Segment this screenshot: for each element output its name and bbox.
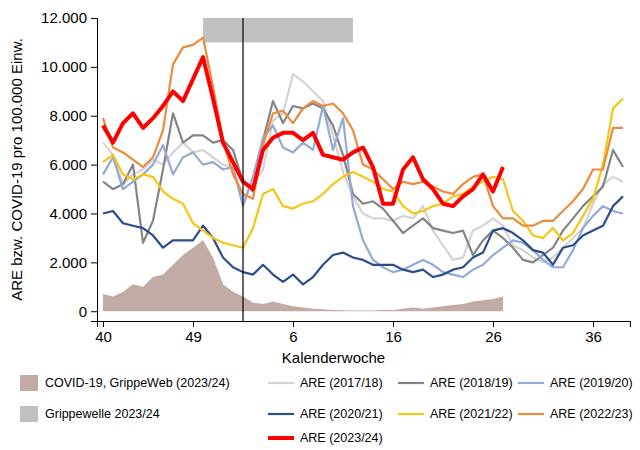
tick-label: 16 bbox=[385, 328, 402, 345]
legend-label: COVID-19, GrippeWeb (2023/24) bbox=[45, 376, 230, 390]
tick-mark bbox=[593, 321, 594, 327]
band bbox=[203, 18, 353, 42]
area bbox=[103, 240, 503, 311]
legend-item: ARE (2018/19) bbox=[398, 376, 513, 390]
legend-label: ARE (2022/23) bbox=[550, 407, 633, 421]
legend-item: ARE (2023/24) bbox=[268, 431, 383, 445]
legend-swatch bbox=[398, 382, 424, 384]
tick-mark bbox=[293, 321, 294, 327]
tick-label: 8.000 bbox=[49, 107, 87, 124]
legend-item: ARE (2021/22) bbox=[398, 407, 513, 421]
tick: 40 bbox=[95, 321, 112, 345]
tick-label: 0 bbox=[79, 303, 87, 320]
tick: 8.000 bbox=[49, 107, 97, 124]
legend-label: ARE (2019/20) bbox=[550, 376, 633, 390]
plot-area bbox=[103, 18, 623, 321]
line bbox=[103, 74, 623, 262]
tick-mark bbox=[193, 321, 194, 327]
tick-label: 4.000 bbox=[49, 205, 87, 222]
legend-item: ARE (2017/18) bbox=[268, 376, 383, 390]
tick: 10.000 bbox=[41, 58, 97, 75]
tick-mark bbox=[91, 311, 97, 312]
legend-item: ARE (2019/20) bbox=[518, 376, 633, 390]
legend-swatch bbox=[398, 413, 424, 415]
tick-mark bbox=[91, 165, 97, 166]
legend-label: ARE (2017/18) bbox=[300, 376, 383, 390]
tick: 49 bbox=[185, 321, 202, 345]
tick-mark bbox=[103, 321, 104, 327]
tick-mark bbox=[91, 213, 97, 214]
legend-item: ARE (2022/23) bbox=[518, 407, 633, 421]
tick: 12.000 bbox=[41, 9, 97, 26]
tick-mark bbox=[393, 321, 394, 327]
y-axis-title: ARE bzw. COVID-19 pro 100.000 Einw. bbox=[8, 38, 25, 301]
tick-label: 2.000 bbox=[49, 254, 87, 271]
tick-mark bbox=[493, 321, 494, 327]
line bbox=[103, 106, 623, 277]
legend: COVID-19, GrippeWeb (2023/24) ARE (2017/1… bbox=[20, 375, 633, 445]
legend-swatch bbox=[268, 413, 294, 415]
tick-mark bbox=[91, 116, 97, 117]
tick: 26 bbox=[485, 321, 502, 345]
tick-label: 26 bbox=[485, 328, 502, 345]
tick: 36 bbox=[585, 321, 602, 345]
legend-swatch bbox=[268, 436, 294, 440]
tick: 4.000 bbox=[49, 205, 97, 222]
legend-label: ARE (2023/24) bbox=[300, 431, 383, 445]
legend-swatch bbox=[20, 375, 38, 391]
tick: 6 bbox=[289, 321, 297, 345]
legend-label: Grippewelle 2023/24 bbox=[45, 407, 160, 421]
tick-label: 6.000 bbox=[49, 156, 87, 173]
axis-line bbox=[91, 19, 98, 322]
x-axis: 40 49 6 16 26 36 bbox=[95, 321, 630, 345]
legend-item: ARE (2020/21) bbox=[268, 407, 383, 421]
tick-label: 6 bbox=[289, 328, 297, 345]
chart: 0 2.000 4.000 6.000 8.000 10.000 12.000 40 49 6 16… bbox=[0, 0, 640, 450]
legend-label: ARE (2018/19) bbox=[430, 376, 513, 390]
tick-mark bbox=[91, 67, 97, 68]
line bbox=[103, 57, 503, 206]
tick-mark bbox=[91, 18, 97, 19]
legend-item: Grippewelle 2023/24 bbox=[20, 406, 160, 422]
y-axis: 0 2.000 4.000 6.000 8.000 10.000 12.000 bbox=[41, 9, 97, 321]
line bbox=[103, 196, 623, 284]
legend-swatch bbox=[268, 382, 294, 384]
vertical-line bbox=[242, 18, 243, 321]
line bbox=[103, 99, 623, 248]
legend-swatch bbox=[518, 382, 544, 384]
legend-item: COVID-19, GrippeWeb (2023/24) bbox=[20, 375, 230, 391]
line bbox=[103, 38, 623, 226]
legend-label: ARE (2021/22) bbox=[430, 407, 513, 421]
tick: 0 bbox=[79, 303, 97, 320]
tick-mark bbox=[91, 262, 97, 263]
tick: 16 bbox=[385, 321, 402, 345]
tick-label: 40 bbox=[95, 328, 112, 345]
legend-swatch bbox=[518, 413, 544, 415]
tick-label: 36 bbox=[585, 328, 602, 345]
tick-label: 10.000 bbox=[41, 58, 87, 75]
tick: 2.000 bbox=[49, 254, 97, 271]
axis-line bbox=[98, 322, 631, 328]
tick: 6.000 bbox=[49, 156, 97, 173]
tick-label: 12.000 bbox=[41, 9, 87, 26]
legend-swatch bbox=[20, 406, 38, 422]
x-axis-title: Kalenderwoche bbox=[282, 349, 385, 366]
tick-label: 49 bbox=[185, 328, 202, 345]
legend-label: ARE (2020/21) bbox=[300, 407, 383, 421]
